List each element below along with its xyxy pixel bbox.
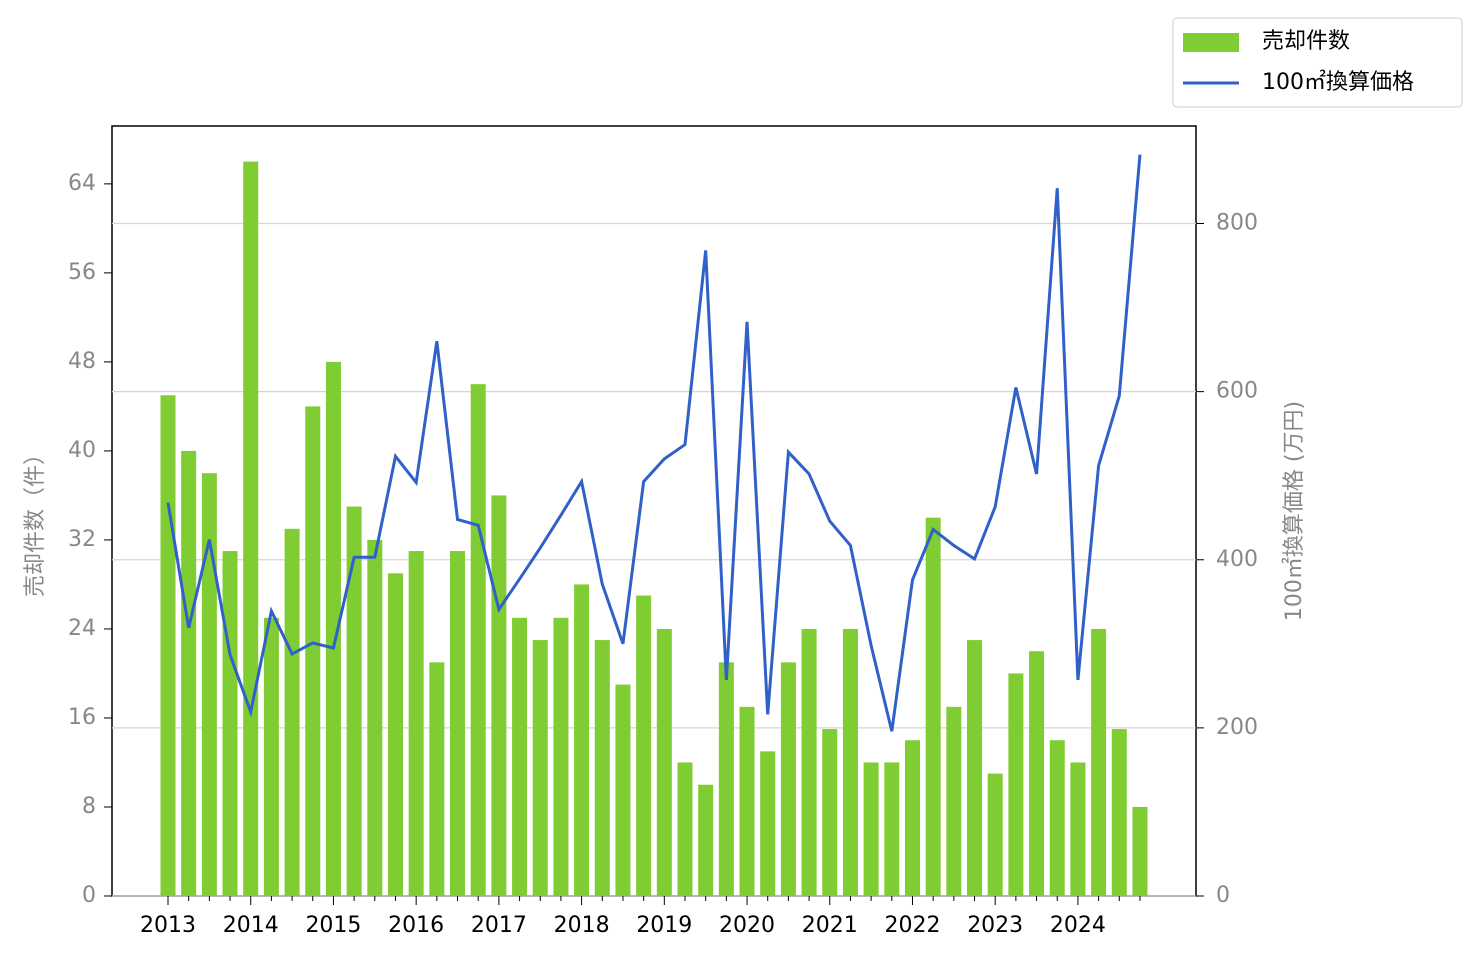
x-tick-label: 2015 <box>305 913 361 938</box>
bar <box>760 751 776 896</box>
y2-tick-label: 0 <box>1216 883 1230 908</box>
line <box>166 154 1142 732</box>
x-tick-label: 2014 <box>223 913 279 938</box>
bar <box>1029 651 1045 896</box>
bar <box>491 495 507 896</box>
y2-tick-label: 200 <box>1216 715 1258 740</box>
x-tick-label: 2024 <box>1050 913 1106 938</box>
bar <box>181 450 197 896</box>
bar <box>615 684 631 896</box>
y-tick-label: 24 <box>68 616 96 641</box>
x-tick-label: 2019 <box>636 913 692 938</box>
bar <box>1070 762 1086 896</box>
bar <box>263 617 279 896</box>
bar <box>532 640 548 896</box>
bar <box>325 361 341 896</box>
bar <box>946 706 962 896</box>
bar <box>739 706 755 896</box>
bar <box>842 628 858 896</box>
bar <box>387 573 403 896</box>
y-tick-label: 40 <box>68 438 96 463</box>
x-tick-label: 2018 <box>554 913 610 938</box>
bar <box>1111 729 1127 896</box>
bar <box>656 628 672 896</box>
bar <box>1091 628 1107 896</box>
x-tick-label: 2023 <box>967 913 1023 938</box>
bar <box>884 762 900 896</box>
y2-axis-label: 100㎡換算価格 (万円) <box>1281 401 1307 621</box>
y-tick-label: 48 <box>68 349 96 374</box>
bar <box>636 595 652 896</box>
legend-label: 100㎡換算価格 <box>1262 69 1414 95</box>
y2-tick-label: 800 <box>1216 211 1258 236</box>
bar <box>574 584 590 896</box>
y2-tick-label: 400 <box>1216 547 1258 572</box>
x-tick-label: 2017 <box>471 913 527 938</box>
bar <box>222 551 238 896</box>
bar <box>677 762 693 896</box>
legend-label: 売却件数 <box>1262 29 1350 54</box>
bar <box>780 662 796 896</box>
bar <box>967 640 983 896</box>
y-tick-label: 64 <box>68 171 96 196</box>
bar <box>470 384 486 896</box>
y-tick-label: 16 <box>68 705 96 730</box>
bar <box>904 740 920 896</box>
bar <box>594 640 610 896</box>
bar <box>160 395 176 896</box>
bar <box>450 551 466 896</box>
bar <box>1008 673 1024 896</box>
y-axis-label: 売却件数（件） <box>23 443 48 597</box>
legend-swatch <box>1183 33 1239 52</box>
bar <box>801 628 817 896</box>
bar <box>698 784 714 896</box>
bar <box>1049 740 1065 896</box>
bar <box>346 506 362 896</box>
bar <box>718 662 734 896</box>
x-tick-label: 2021 <box>802 913 858 938</box>
bar <box>925 517 941 896</box>
bar <box>863 762 879 896</box>
bar <box>201 473 217 896</box>
x-tick-label: 2022 <box>884 913 940 938</box>
bar <box>408 551 424 896</box>
y-tick-label: 56 <box>68 260 96 285</box>
bar <box>284 528 300 896</box>
x-tick-label: 2016 <box>388 913 444 938</box>
bar <box>305 406 321 896</box>
bar <box>1132 806 1148 896</box>
y-tick-label: 0 <box>82 883 96 908</box>
legend-box <box>1172 17 1463 108</box>
bar <box>429 662 445 896</box>
y-tick-label: 32 <box>68 527 96 552</box>
bar <box>987 773 1003 896</box>
y2-tick-label: 600 <box>1216 379 1258 404</box>
bar <box>822 729 838 896</box>
bar <box>243 161 259 896</box>
y-tick-label: 8 <box>82 794 96 819</box>
bar <box>553 617 569 896</box>
bar <box>512 617 528 896</box>
bar <box>367 539 383 896</box>
x-tick-label: 2013 <box>140 913 196 938</box>
x-tick-label: 2020 <box>719 913 775 938</box>
